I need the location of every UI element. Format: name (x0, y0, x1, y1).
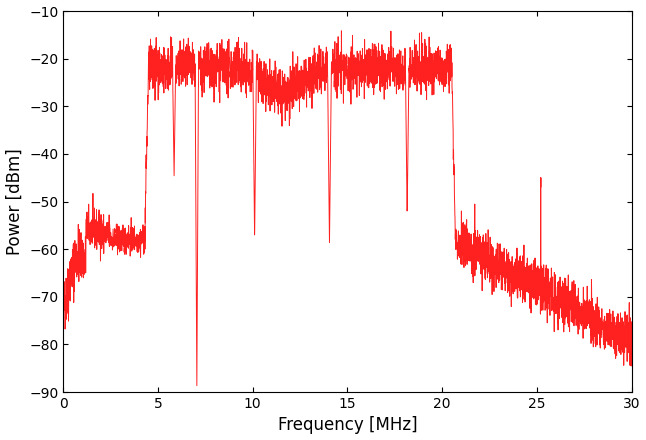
Y-axis label: Power [dBm]: Power [dBm] (6, 148, 23, 255)
X-axis label: Frequency [MHz]: Frequency [MHz] (278, 416, 417, 434)
